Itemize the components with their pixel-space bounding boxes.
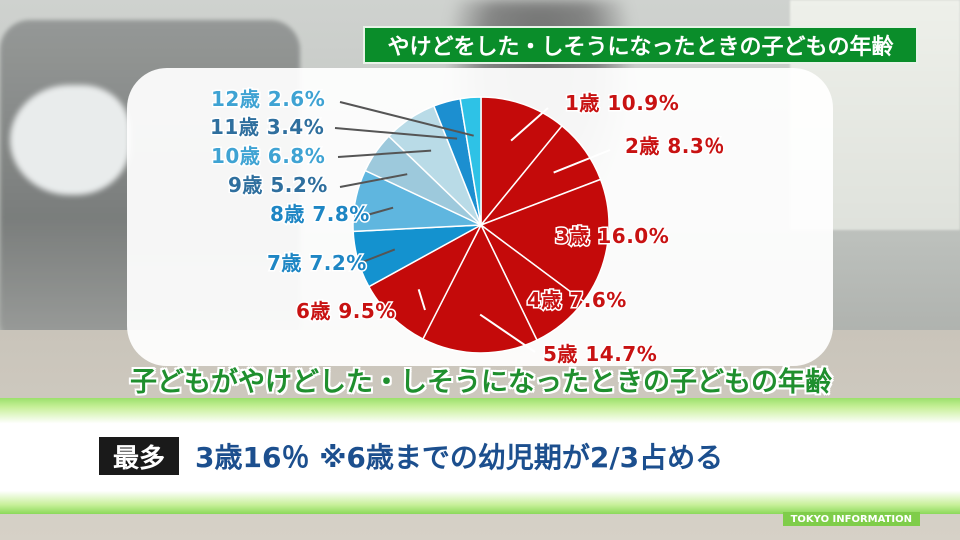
leader-line-8 <box>366 206 394 216</box>
pie-slice-3 <box>479 178 610 303</box>
slice-labels: 1歳 10.9% 2歳 8.3％ 3歳 16.0% 4歳 7.6% 5歳 14.7% 6歳… <box>209 86 726 368</box>
pie-slice-6 <box>367 223 483 341</box>
leader-line-11 <box>334 127 458 140</box>
leader-line-10 <box>337 149 432 158</box>
slice-label-7: 7歳 7.2% <box>267 251 367 275</box>
leader-lines <box>334 101 611 353</box>
background-pillow <box>10 85 130 195</box>
leader-line-12 <box>339 101 474 137</box>
slice-label-3: 3歳 16.0% <box>555 224 669 248</box>
leader-line-2 <box>553 149 611 174</box>
slice-label-8: 8歳 7.8% <box>270 202 370 226</box>
pie-slice-5 <box>421 223 538 354</box>
headline-text: 3歳16％ ※6歳までの幼児期が2/3占める <box>195 441 724 474</box>
leader-line-5 <box>479 313 536 353</box>
slice-label-2: 2歳 8.3％ <box>625 134 725 158</box>
pie-slice-1 <box>480 96 564 228</box>
slice-label-4: 4歳 7.6% <box>527 288 627 312</box>
slice-label-11: 11歳 3.4% <box>210 115 324 139</box>
slice-label-9: 9歳 5.2% <box>228 173 328 197</box>
leader-line-6 <box>417 289 426 311</box>
leader-line-7 <box>359 248 396 264</box>
slice-label-1: 1歳 10.9% <box>565 91 679 115</box>
chart-subtitle: 子どもがやけどした・しそうになったときの子どもの年齢 <box>130 367 832 398</box>
slice-label-5: 5歳 14.7% <box>543 342 657 366</box>
slice-label-6: 6歳 9.5% <box>296 299 396 323</box>
chart-title: やけどをした・しそうになったときの子どもの年齢 <box>387 35 894 60</box>
title-banner: やけどをした・しそうになったときの子どもの年齢 <box>363 26 918 64</box>
footer-credit: TOKYO INFORMATION <box>782 512 920 526</box>
pie-slices <box>352 96 610 354</box>
most-badge: 最多 <box>99 437 179 475</box>
slice-label-10: 10歳 6.8% <box>211 144 325 168</box>
leader-line-9 <box>339 173 408 188</box>
slice-label-12: 12歳 2.6% <box>211 87 325 111</box>
pie-slice-12 <box>459 96 482 226</box>
leader-line-1 <box>510 107 549 142</box>
